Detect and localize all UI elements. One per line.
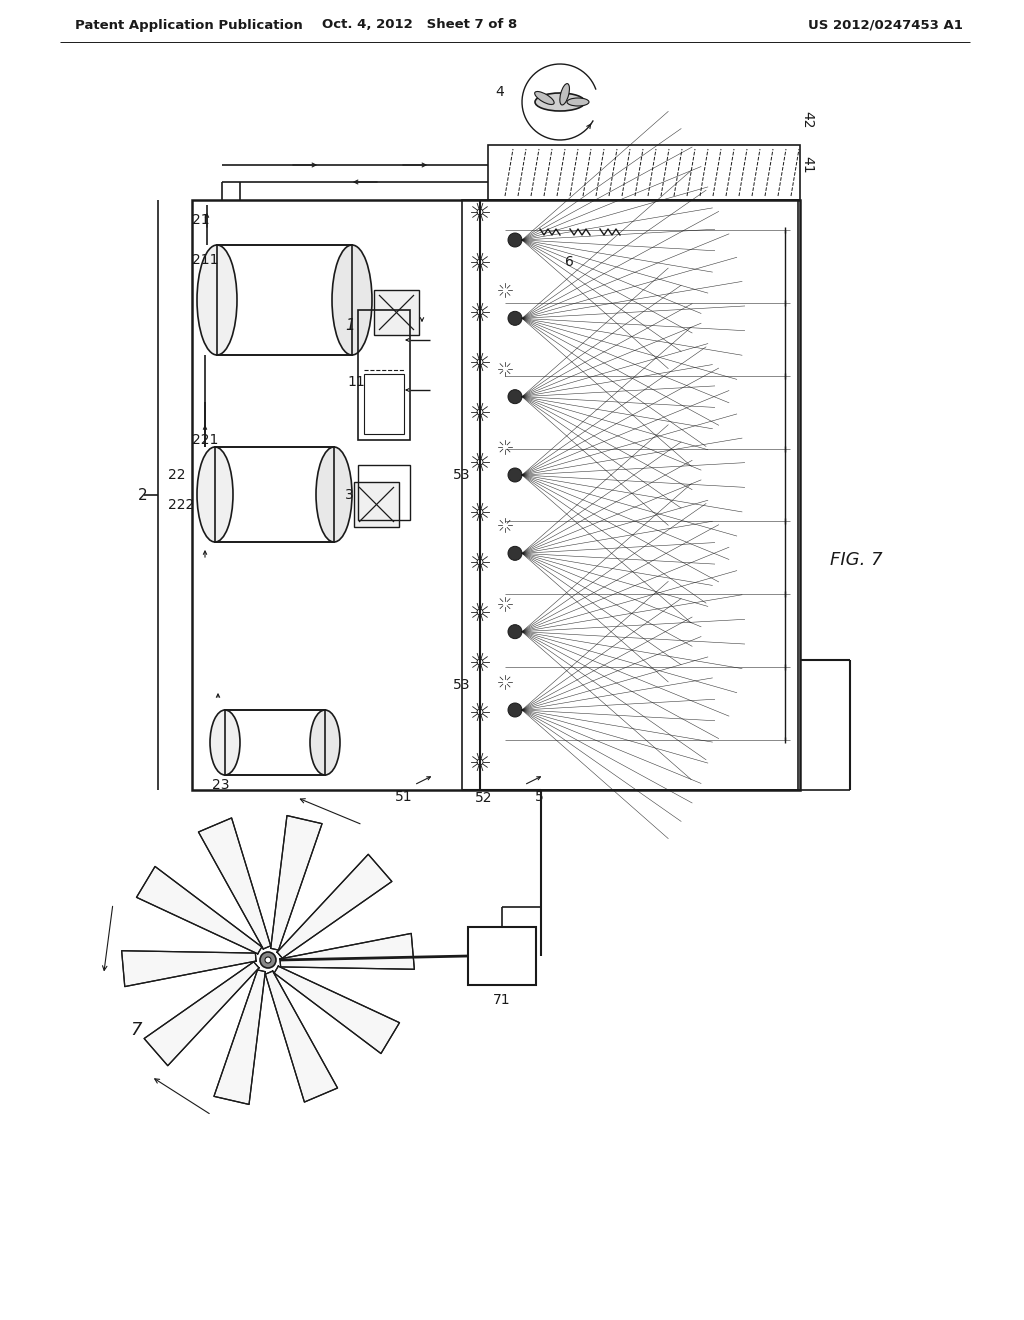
Bar: [193, 201, 800, 789]
Text: 41: 41: [800, 156, 814, 174]
Circle shape: [477, 359, 483, 366]
Text: 53: 53: [453, 678, 470, 692]
Circle shape: [508, 312, 522, 325]
Circle shape: [477, 659, 483, 665]
Circle shape: [477, 709, 483, 715]
Text: 22: 22: [168, 469, 185, 482]
Ellipse shape: [210, 710, 240, 775]
Circle shape: [477, 259, 483, 265]
Circle shape: [508, 624, 522, 639]
Text: 52: 52: [475, 791, 493, 805]
Bar: [217, 246, 352, 355]
Polygon shape: [278, 854, 392, 958]
Text: 1: 1: [345, 318, 354, 333]
Bar: [488, 145, 800, 201]
Text: 71: 71: [494, 993, 511, 1007]
Bar: [217, 246, 352, 355]
Circle shape: [477, 558, 483, 565]
Circle shape: [260, 952, 276, 968]
Circle shape: [477, 510, 483, 515]
Bar: [462, 201, 798, 789]
Bar: [358, 465, 410, 520]
Text: 2: 2: [138, 487, 147, 503]
Text: 211: 211: [193, 253, 218, 267]
Bar: [215, 447, 334, 543]
Circle shape: [508, 469, 522, 482]
Ellipse shape: [197, 246, 237, 355]
Text: 7: 7: [130, 1020, 141, 1039]
Bar: [354, 482, 399, 527]
Ellipse shape: [316, 447, 352, 543]
Text: 222: 222: [168, 498, 195, 512]
Text: US 2012/0247453 A1: US 2012/0247453 A1: [808, 18, 963, 32]
Bar: [374, 290, 419, 335]
Ellipse shape: [535, 91, 554, 104]
Text: Patent Application Publication: Patent Application Publication: [75, 18, 303, 32]
Circle shape: [477, 459, 483, 465]
Ellipse shape: [535, 92, 585, 111]
Polygon shape: [280, 933, 415, 969]
Ellipse shape: [567, 98, 589, 106]
Text: Oct. 4, 2012   Sheet 7 of 8: Oct. 4, 2012 Sheet 7 of 8: [323, 18, 517, 32]
Text: 53: 53: [453, 469, 470, 482]
Text: 51: 51: [395, 789, 413, 804]
Text: 6: 6: [565, 255, 573, 269]
Text: 21: 21: [193, 213, 210, 227]
Polygon shape: [265, 972, 338, 1102]
Ellipse shape: [310, 710, 340, 775]
Text: 23: 23: [212, 777, 229, 792]
Text: 3: 3: [345, 488, 353, 502]
Ellipse shape: [197, 447, 233, 543]
Circle shape: [477, 609, 483, 615]
Bar: [225, 710, 325, 775]
Circle shape: [508, 546, 522, 560]
Circle shape: [508, 704, 522, 717]
Circle shape: [477, 309, 483, 315]
Text: 42: 42: [800, 111, 814, 129]
Polygon shape: [144, 962, 259, 1065]
Bar: [215, 447, 334, 543]
Polygon shape: [136, 866, 262, 954]
Text: 221: 221: [193, 433, 218, 447]
Polygon shape: [270, 816, 323, 950]
Text: FIG. 7: FIG. 7: [830, 550, 883, 569]
Circle shape: [477, 409, 483, 414]
Bar: [358, 310, 410, 440]
Polygon shape: [274, 966, 399, 1053]
Circle shape: [477, 759, 483, 766]
Text: 11: 11: [347, 375, 365, 389]
Polygon shape: [199, 818, 270, 949]
Text: 5: 5: [535, 789, 544, 804]
Bar: [364, 374, 404, 434]
Bar: [468, 927, 536, 985]
Ellipse shape: [560, 83, 569, 106]
Circle shape: [508, 389, 522, 404]
Text: 4: 4: [495, 84, 504, 99]
Ellipse shape: [332, 246, 372, 355]
Circle shape: [508, 234, 522, 247]
Bar: [225, 710, 325, 775]
Circle shape: [477, 209, 483, 215]
Polygon shape: [214, 970, 265, 1105]
Circle shape: [265, 957, 271, 964]
Polygon shape: [122, 950, 256, 986]
